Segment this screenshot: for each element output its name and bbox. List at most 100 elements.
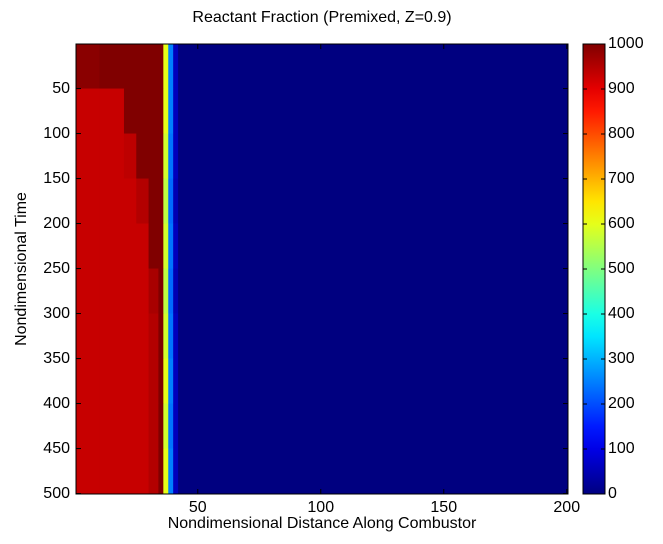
heatmap-cell <box>76 358 100 405</box>
heatmap-cell <box>148 133 159 180</box>
y-tick-label: 50 <box>52 80 70 97</box>
heatmap-cell <box>136 88 150 135</box>
heatmap-cell <box>173 313 179 360</box>
heatmap-cell <box>148 268 159 315</box>
colorbar-tick-label: 700 <box>608 170 635 187</box>
x-tick-label: 50 <box>189 499 207 516</box>
heatmap-cell <box>168 223 174 270</box>
x-axis-label: Nondimensional Distance Along Combustor <box>168 515 477 532</box>
heatmap-cell <box>163 358 169 405</box>
heatmap-cell <box>178 358 569 405</box>
heatmap-cell <box>136 268 150 315</box>
colorbar-tick-label: 300 <box>608 350 635 367</box>
heatmap-cell <box>136 313 150 360</box>
heatmap-cell <box>158 358 164 405</box>
heatmap-cell <box>168 44 174 90</box>
heatmap-cell <box>163 403 169 450</box>
colorbar-tick-label: 200 <box>608 395 635 412</box>
heatmap-cell <box>123 223 137 270</box>
heatmap-cell <box>76 88 100 135</box>
heatmap-cell <box>158 223 164 270</box>
heatmap-cell <box>76 223 100 270</box>
colorbar-tick-label: 100 <box>608 440 635 457</box>
heatmap-cell <box>148 448 159 495</box>
heatmap-cell <box>99 358 125 405</box>
heatmap-cell <box>173 44 179 90</box>
heatmap-cell <box>123 178 137 225</box>
heatmap-cell <box>173 358 179 405</box>
heatmap-cell <box>123 358 137 405</box>
x-tick-label: 150 <box>430 499 457 516</box>
heatmap-cell <box>76 403 100 450</box>
heatmap-cell <box>136 403 150 450</box>
heatmap-cell <box>163 448 169 495</box>
heatmap-cell <box>173 88 179 135</box>
heatmap-cell <box>163 313 169 360</box>
heatmap-cell <box>168 88 174 135</box>
heatmap-cell <box>99 313 125 360</box>
heatmap-cell <box>178 223 569 270</box>
heatmap-cell <box>158 133 164 180</box>
heatmap-cell <box>99 178 125 225</box>
heatmap-cell <box>136 178 150 225</box>
heatmap-cell <box>148 313 159 360</box>
heatmap-cell <box>123 268 137 315</box>
heatmap-cell <box>163 268 169 315</box>
y-tick-label: 100 <box>43 125 70 142</box>
heatmap-cell <box>136 448 150 495</box>
colorbar-tick-label: 400 <box>608 305 635 322</box>
heatmap-cell <box>178 403 569 450</box>
heatmap-cell <box>136 44 150 90</box>
heatmap-cell <box>99 223 125 270</box>
heatmap-cell <box>178 88 569 135</box>
colorbar-tick-label: 1000 <box>608 35 644 52</box>
colorbar-tick-label: 900 <box>608 80 635 97</box>
heatmap-cell <box>173 223 179 270</box>
heatmap-cell <box>168 358 174 405</box>
heatmap-cell <box>163 133 169 180</box>
y-tick-label: 150 <box>43 170 70 187</box>
heatmap-cell <box>178 448 569 495</box>
heatmap-cell <box>99 44 125 90</box>
heatmap-cell <box>158 313 164 360</box>
y-tick-label: 500 <box>43 485 70 502</box>
heatmap-cell <box>173 403 179 450</box>
heatmap-cell <box>178 313 569 360</box>
heatmap-cell <box>148 223 159 270</box>
heatmap-cell <box>178 268 569 315</box>
heatmap-cell <box>76 133 100 180</box>
heatmap-cell <box>158 403 164 450</box>
heatmap-cell <box>168 448 174 495</box>
heatmap-cell <box>158 268 164 315</box>
heatmap-cell <box>76 448 100 495</box>
y-tick-label: 300 <box>43 305 70 322</box>
heatmap-cell <box>163 88 169 135</box>
heatmap-cell <box>158 88 164 135</box>
y-tick-label: 400 <box>43 395 70 412</box>
heatmap-cell <box>178 133 569 180</box>
heatmap-cell <box>123 133 137 180</box>
heatmap-cell <box>178 178 569 225</box>
heatmap-cell <box>123 44 137 90</box>
chart-title: Reactant Fraction (Premixed, Z=0.9) <box>192 9 451 26</box>
y-tick-label: 450 <box>43 440 70 457</box>
heatmap-cell <box>158 448 164 495</box>
heatmap-cell <box>168 178 174 225</box>
heatmap-cell <box>99 403 125 450</box>
heatmap-cell <box>136 358 150 405</box>
heatmap-cell <box>123 403 137 450</box>
heatmap-cell <box>76 44 100 90</box>
heatmap-cell <box>76 313 100 360</box>
heatmap-cell <box>76 268 100 315</box>
y-tick-label: 350 <box>43 350 70 367</box>
heatmap-cell <box>163 178 169 225</box>
x-tick-label: 100 <box>307 499 334 516</box>
heatmap-cell <box>163 223 169 270</box>
y-tick-label: 200 <box>43 215 70 232</box>
colorbar-tick-label: 600 <box>608 215 635 232</box>
heatmap-cell <box>123 448 137 495</box>
heatmap-cell <box>163 44 169 90</box>
y-tick-label: 250 <box>43 260 70 277</box>
colorbar-tick-label: 800 <box>608 125 635 142</box>
